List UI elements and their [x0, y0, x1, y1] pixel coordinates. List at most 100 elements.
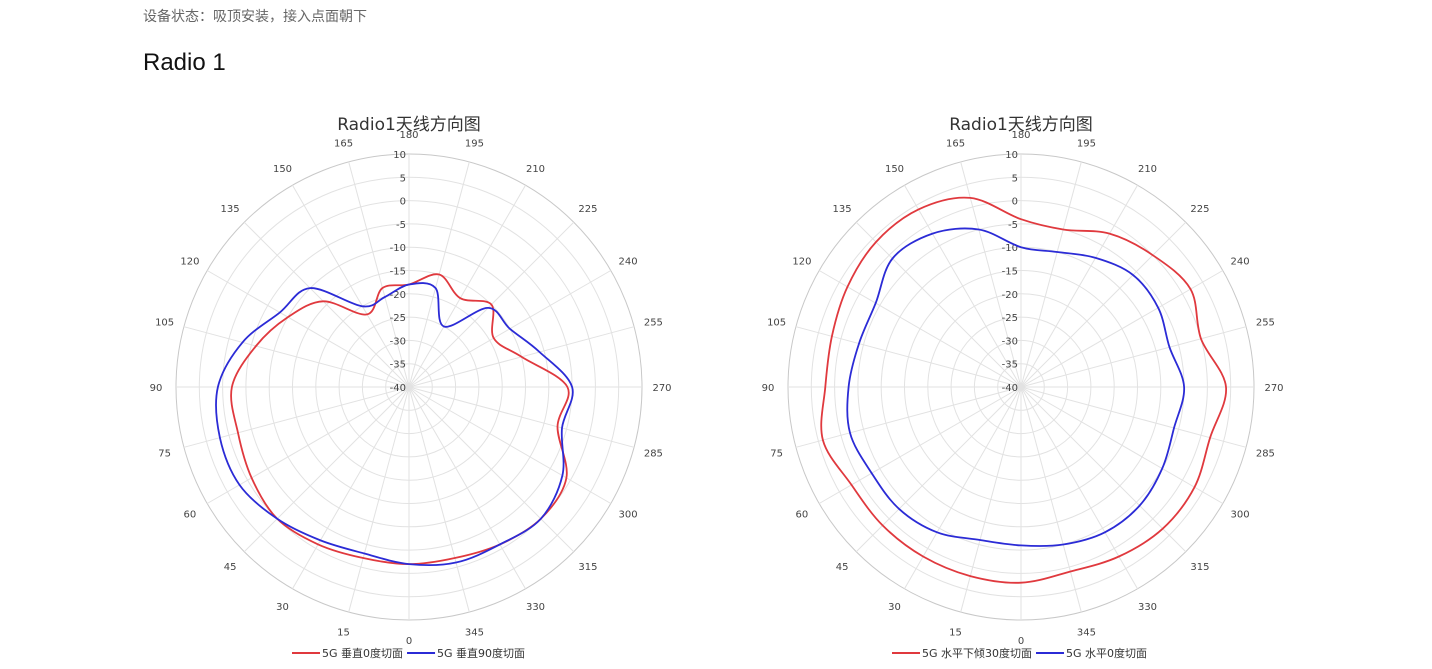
angle-tick-label: 210: [1138, 164, 1157, 175]
angle-tick-label: 150: [273, 164, 292, 175]
angle-tick-label: 150: [885, 164, 904, 175]
radial-tick-label: -10: [390, 243, 406, 254]
angle-tick-label: 120: [792, 257, 811, 268]
grid-spoke: [1020, 221, 1187, 388]
grid-spoke: [408, 386, 575, 553]
grid-spoke: [1020, 270, 1224, 388]
grid-spoke: [1020, 386, 1224, 504]
grid-spoke: [348, 161, 410, 388]
series-line-1: [820, 196, 1227, 584]
grid-spoke: [408, 386, 635, 448]
grid-spoke: [408, 386, 612, 504]
grid-spoke: [292, 386, 410, 590]
grid-spoke: [408, 184, 526, 388]
angle-tick-label: 165: [946, 139, 965, 150]
angle-tick-label: 315: [578, 562, 597, 573]
radial-tick-label: 10: [1005, 150, 1018, 161]
angle-tick-label: 225: [1190, 204, 1209, 215]
angle-tick-label: 345: [465, 627, 484, 638]
angle-tick-label: 75: [770, 448, 783, 459]
angle-tick-label: 0: [406, 636, 412, 647]
angle-tick-label: 105: [155, 318, 174, 329]
angle-tick-label: 30: [888, 602, 901, 613]
grid-spoke: [183, 326, 410, 388]
radial-tick-label: -5: [396, 220, 406, 231]
angle-tick-label: 270: [1264, 383, 1283, 394]
radial-tick-label: -25: [1002, 313, 1018, 324]
grid-spoke: [206, 270, 410, 388]
angle-tick-label: 330: [526, 602, 545, 613]
angle-tick-label: 180: [1011, 130, 1030, 141]
angle-tick-label: 285: [644, 448, 663, 459]
angle-tick-label: 240: [619, 257, 638, 268]
chart-title: Radio1天线方向图: [949, 115, 1093, 135]
grid-spoke: [183, 386, 410, 448]
grid-spoke: [1020, 386, 1082, 613]
radial-tick-label: -20: [1002, 290, 1018, 301]
angle-tick-label: 120: [180, 257, 199, 268]
angle-tick-label: 270: [652, 383, 671, 394]
grid-spoke: [855, 386, 1022, 553]
angle-tick-label: 255: [1256, 318, 1275, 329]
angle-tick-label: 15: [337, 627, 350, 638]
angle-tick-label: 210: [526, 164, 545, 175]
radial-tick-label: -15: [390, 267, 406, 278]
angle-tick-label: 315: [1190, 562, 1209, 573]
grid-spoke: [960, 386, 1022, 613]
grid-spoke: [1020, 386, 1247, 448]
angle-tick-label: 105: [767, 318, 786, 329]
angle-tick-label: 45: [224, 562, 237, 573]
angle-tick-label: 30: [276, 602, 289, 613]
angle-tick-label: 225: [578, 204, 597, 215]
angle-tick-label: 90: [762, 383, 775, 394]
angle-tick-label: 195: [1077, 139, 1096, 150]
radial-tick-label: -30: [1002, 336, 1018, 347]
angle-tick-label: 60: [796, 510, 809, 521]
radial-tick-label: 5: [400, 173, 406, 184]
grid-spoke: [1020, 386, 1187, 553]
grid-spoke: [1020, 184, 1138, 388]
radial-tick-label: -10: [1002, 243, 1018, 254]
radial-tick-label: 5: [1012, 173, 1018, 184]
section-title: Radio 1: [143, 49, 226, 76]
radial-tick-label: -25: [390, 313, 406, 324]
grid-spoke: [206, 386, 410, 504]
angle-tick-label: 195: [465, 139, 484, 150]
angle-tick-label: 15: [949, 627, 962, 638]
radial-tick-label: -30: [390, 336, 406, 347]
angle-tick-label: 75: [158, 448, 171, 459]
radial-tick-label: -20: [390, 290, 406, 301]
polar-chart-1: Radio1天线方向图18019521022524025527028530031…: [150, 115, 672, 660]
grid-spoke: [855, 221, 1022, 388]
angle-tick-label: 300: [619, 510, 638, 521]
grid-spoke: [243, 386, 410, 553]
grid-spoke: [292, 184, 410, 388]
grid-spoke: [818, 270, 1022, 388]
grid-spoke: [904, 386, 1022, 590]
radial-tick-label: -5: [1008, 220, 1018, 231]
legend-label-2: 5G 垂直90度切面: [437, 646, 525, 660]
grid-spoke: [960, 161, 1022, 388]
chart-title: Radio1天线方向图: [337, 115, 481, 135]
grid-spoke: [408, 386, 470, 613]
grid-spoke: [795, 386, 1022, 448]
angle-tick-label: 345: [1077, 627, 1096, 638]
radial-tick-label: 0: [1012, 197, 1018, 208]
angle-tick-label: 0: [1018, 636, 1024, 647]
device-status-text: 设备状态：吸顶安装，接入点面朝下: [143, 9, 367, 25]
grid-spoke: [348, 386, 410, 613]
grid-spoke: [1020, 161, 1082, 388]
radial-tick-label: -40: [1002, 383, 1018, 394]
radial-tick-label: -40: [390, 383, 406, 394]
angle-tick-label: 255: [644, 318, 663, 329]
angle-tick-label: 60: [184, 510, 197, 521]
angle-tick-label: 135: [221, 204, 240, 215]
grid-spoke: [795, 326, 1022, 388]
series-line-2: [846, 227, 1186, 547]
grid-spoke: [818, 386, 1022, 504]
angle-tick-label: 45: [836, 562, 849, 573]
angle-tick-label: 165: [334, 139, 353, 150]
angle-tick-label: 300: [1231, 510, 1250, 521]
grid-spoke: [243, 221, 410, 388]
